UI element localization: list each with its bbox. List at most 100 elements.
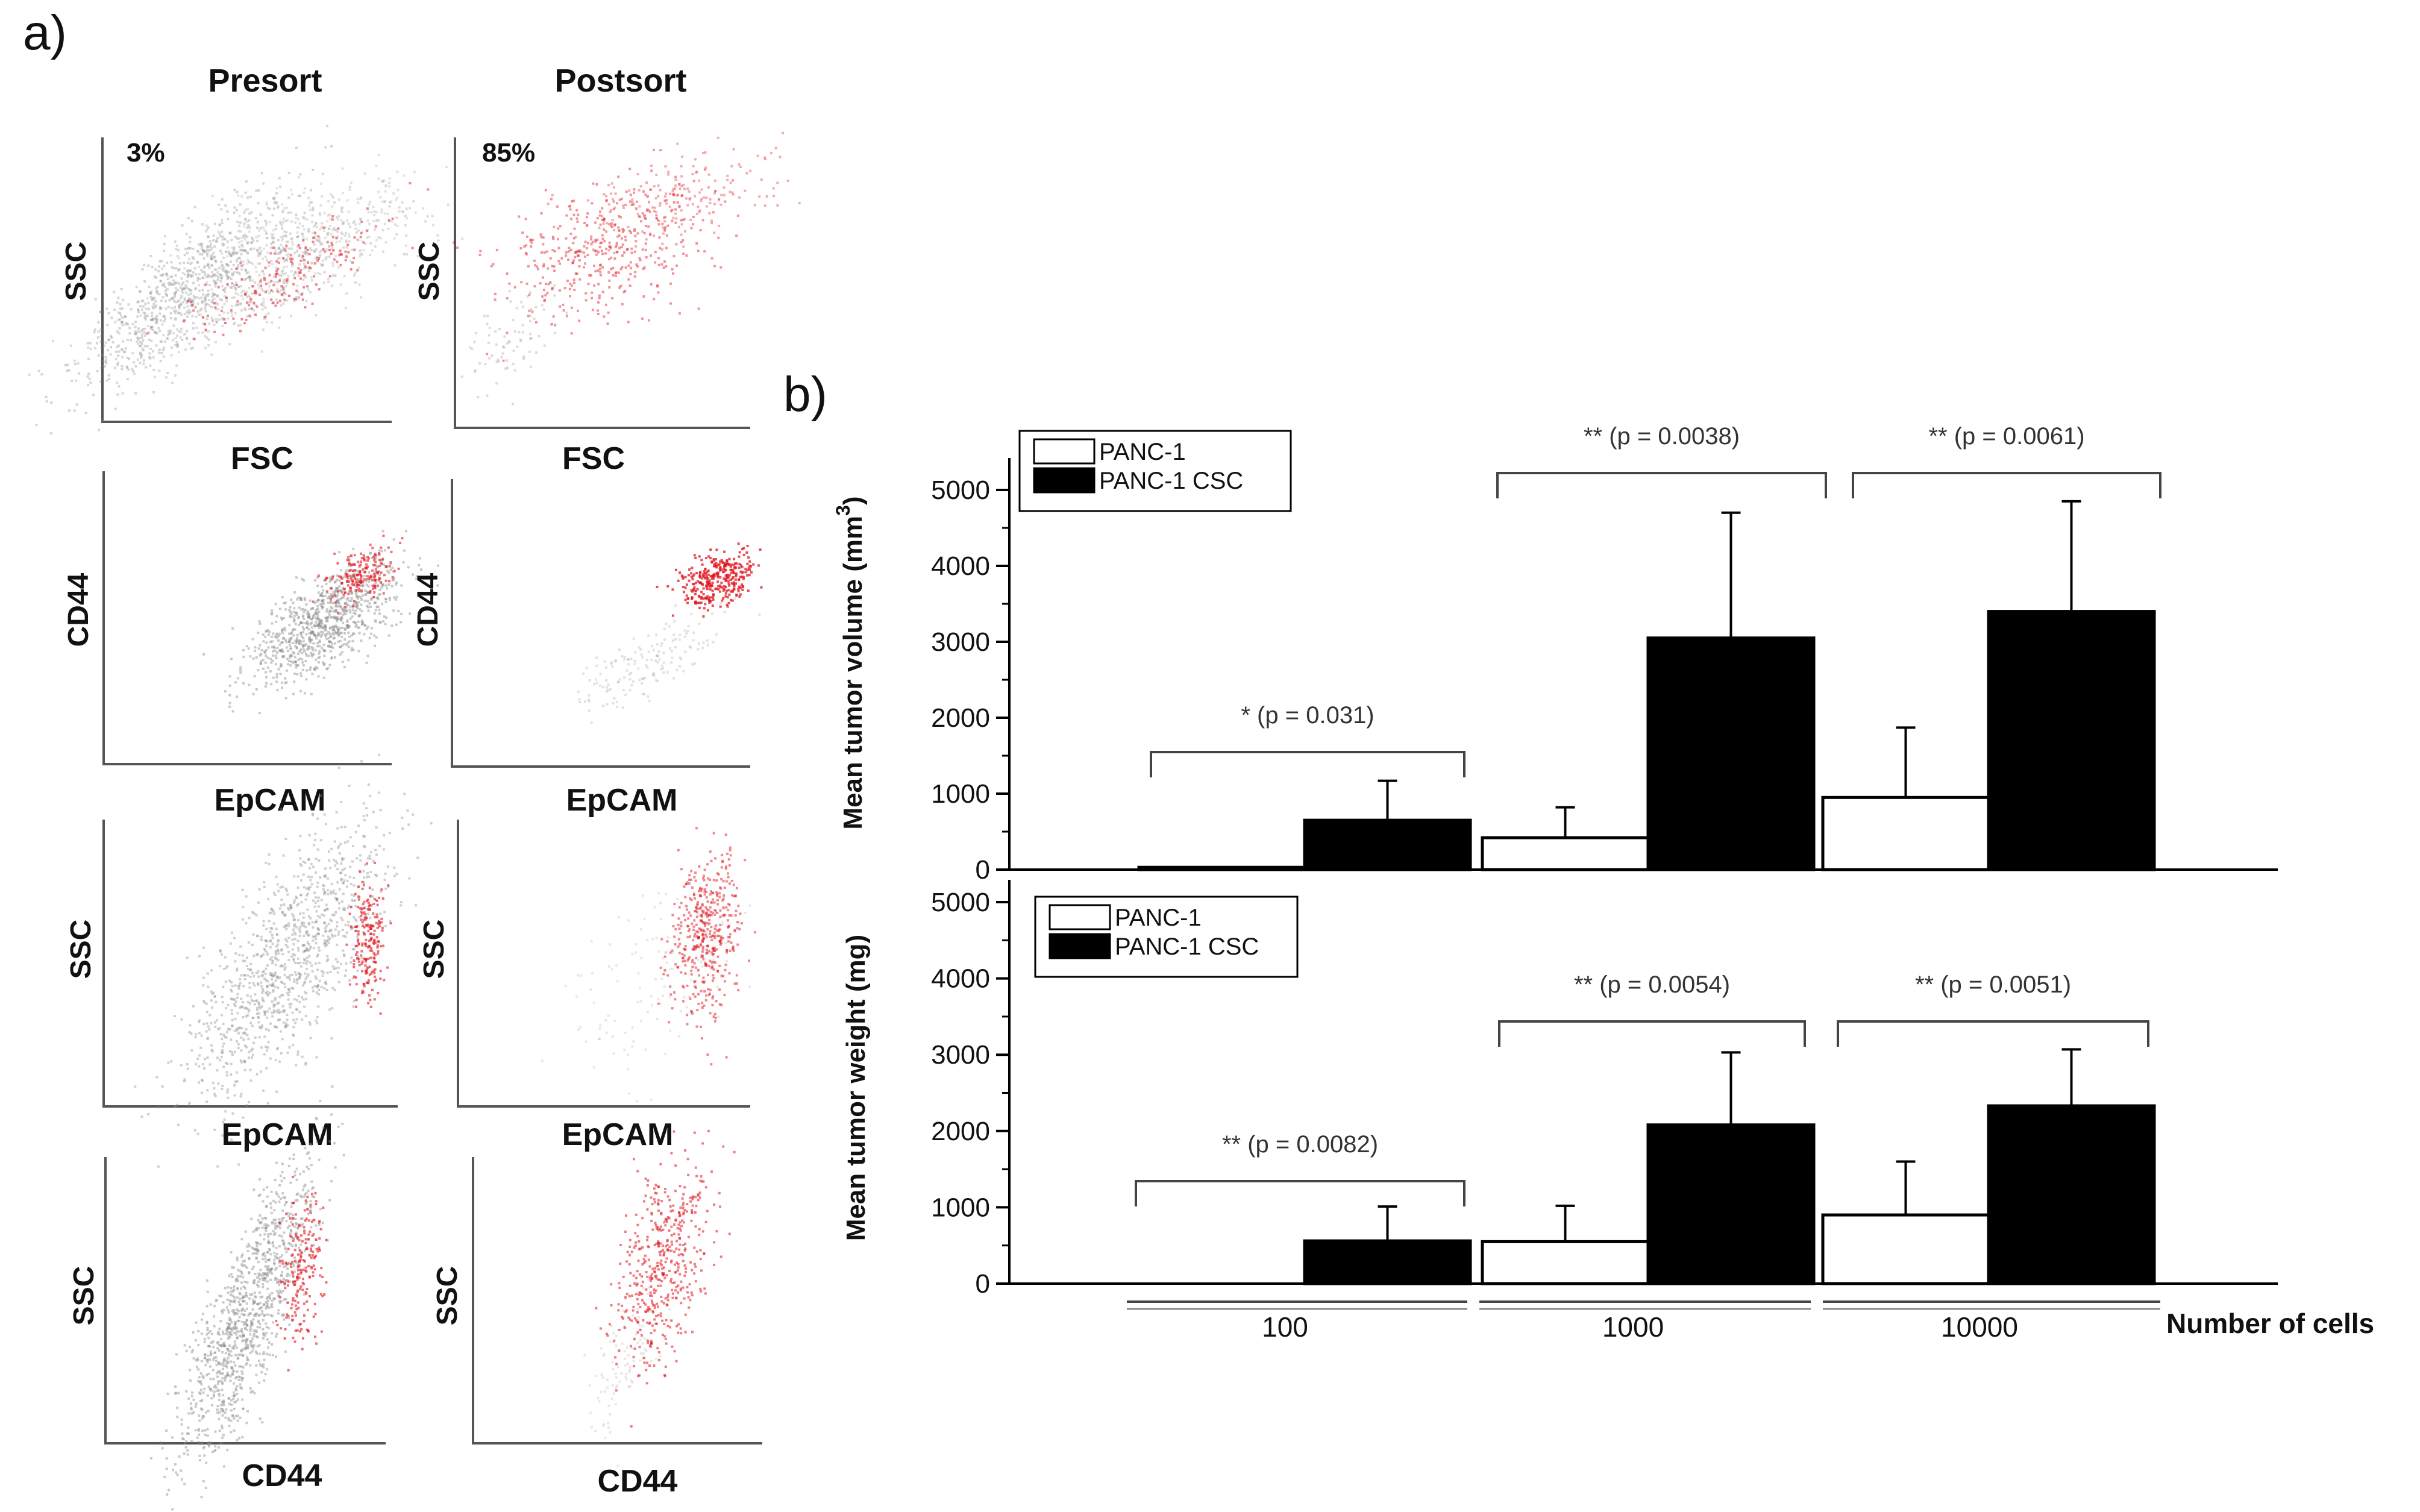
significance-bracket [1150, 751, 1465, 777]
y-axis-label: SSC [68, 1266, 100, 1326]
bar-chart-tumor-volume: 0 1000 2000 3000 4000 5000 Mean tumor volume (… [832, 423, 2278, 885]
scatter-plot-postsort-ssc-cd44 [472, 1129, 762, 1467]
significance-label: ** (p = 0.0038) [1584, 423, 1740, 450]
scatter-plot-postsort-ssc-epcam [457, 820, 756, 1108]
plot-axes [101, 137, 392, 423]
bar-csc-1000 [1646, 636, 1816, 871]
bar-panc1-100 [1137, 865, 1306, 871]
legend-label-csc: PANC-1 CSC [1115, 933, 1259, 960]
scatter-dots [541, 827, 756, 1103]
plot-axes [451, 479, 750, 768]
scatter-dots [28, 125, 464, 434]
scatter-dots [134, 753, 433, 1168]
x-axis-title: Number of cells [2166, 1308, 2374, 1339]
bar-csc-100 [1303, 1239, 1472, 1285]
panel-b-label: b) [783, 367, 827, 422]
significance-label: ** (p = 0.0051) [1915, 971, 2071, 998]
bar-csc-1000 [1646, 1123, 1816, 1285]
y-tick-label: 2000 [931, 703, 990, 733]
presort-title: Presort [208, 63, 322, 99]
legend-label-panc1: PANC-1 [1099, 439, 1186, 465]
legend-swatch-panc1 [1049, 904, 1111, 930]
category-label-100: 100 [1262, 1311, 1308, 1343]
y-tick-label: 3000 [931, 1040, 990, 1070]
plot-axes [457, 820, 750, 1108]
y-axis-label: SSC [431, 1266, 463, 1326]
panel-a-label: a) [23, 5, 67, 60]
scatter-plot-presort-ssc-cd44 [104, 1085, 386, 1511]
y-axis-label: SSC [413, 242, 445, 301]
scatter-dots [453, 131, 801, 406]
y-tick-label: 5000 [931, 475, 990, 505]
y-axis-title-text: Mean tumor volume (mm [838, 516, 868, 830]
postsort-gate-percent: 85% [482, 138, 535, 168]
y-axis-label: SSC [60, 242, 92, 301]
y-axis-title: Mean tumor weight (mg) [841, 935, 871, 1241]
scatter-dots [149, 1085, 345, 1511]
scatter-dots [583, 1129, 736, 1467]
y-axis-label: CD44 [63, 572, 95, 647]
scatter-plot-presort-ssc-fsc [28, 125, 464, 434]
plot-axes [102, 820, 398, 1108]
x-axis-label: EpCAM [562, 1117, 674, 1152]
y-axis-title-paren: ) [838, 496, 868, 505]
plot-axes [102, 471, 392, 765]
legend-label-panc1: PANC-1 [1115, 905, 1202, 931]
bar-csc-10000 [1987, 1104, 2156, 1285]
y-axis-label: SSC [418, 920, 450, 979]
plot-axes [104, 1157, 386, 1445]
x-axis-label: CD44 [242, 1458, 322, 1493]
scatter-plot-presort-cd44-epcam [102, 471, 439, 765]
category-axis: 100 1000 10000 [1127, 1300, 2160, 1343]
significance-label: ** (p = 0.0054) [1574, 971, 1730, 998]
bar-chart-tumor-weight: 0 1000 2000 3000 4000 5000 Mean tumor weight (… [841, 880, 2278, 1299]
legend-swatch-csc [1033, 467, 1096, 494]
x-axis-label: EpCAM [215, 783, 326, 818]
y-tick-label: 1000 [931, 779, 990, 809]
y-tick-label: 2000 [931, 1117, 990, 1146]
y-tick-label: 4000 [931, 551, 990, 581]
y-tick-label: 4000 [931, 964, 990, 994]
bar-panc1-1000 [1481, 836, 1650, 871]
significance-bracket [1135, 1180, 1465, 1206]
category-label-10000: 10000 [1941, 1311, 2018, 1343]
bar-csc-10000 [1987, 610, 2156, 871]
scatter-plot-postsort-cd44-epcam [451, 479, 763, 768]
postsort-title: Postsort [554, 63, 686, 99]
significance-label: * (p = 0.031) [1241, 702, 1374, 729]
x-axis-label: EpCAM [566, 783, 678, 818]
x-axis-label: CD44 [598, 1464, 678, 1499]
bar-csc-100 [1303, 818, 1472, 871]
plot-axes [472, 1157, 762, 1445]
bar-panc1-1000 [1481, 1240, 1650, 1285]
legend-label-csc: PANC-1 CSC [1099, 468, 1243, 494]
category-label-1000: 1000 [1602, 1311, 1664, 1343]
x-axis-label: EpCAM [222, 1117, 333, 1152]
y-axis-title-superscript: 3 [832, 505, 854, 516]
y-tick-label: 1000 [931, 1193, 990, 1222]
y-axis-label: CD44 [412, 572, 444, 647]
significance-label: ** (p = 0.0082) [1222, 1131, 1378, 1158]
significance-bracket [1837, 1020, 2149, 1047]
y-tick-label: 5000 [931, 888, 990, 917]
significance-bracket [1498, 1020, 1806, 1047]
scatter-plot-postsort-ssc-fsc [453, 131, 801, 429]
significance-label: ** (p = 0.0061) [1928, 423, 2084, 450]
presort-gate-percent: 3% [127, 138, 165, 168]
legend-swatch-csc [1049, 933, 1111, 959]
legend-swatch-panc1 [1033, 438, 1096, 465]
scatter-dots [577, 542, 763, 724]
y-axis-title: Mean tumor volume (mm3) [832, 496, 868, 829]
y-tick-label: 0 [976, 855, 990, 885]
significance-bracket [1852, 472, 2161, 498]
scatter-plot-presort-ssc-epcam [102, 753, 433, 1168]
significance-bracket [1496, 472, 1827, 498]
y-axis-label: SSC [65, 920, 97, 979]
bar-panc1-10000 [1821, 1213, 1990, 1285]
scatter-dots [202, 530, 439, 715]
y-tick-label: 0 [976, 1269, 990, 1299]
plot-axes [454, 137, 750, 429]
bar-panc1-10000 [1821, 795, 1990, 871]
y-tick-label: 3000 [931, 627, 990, 657]
